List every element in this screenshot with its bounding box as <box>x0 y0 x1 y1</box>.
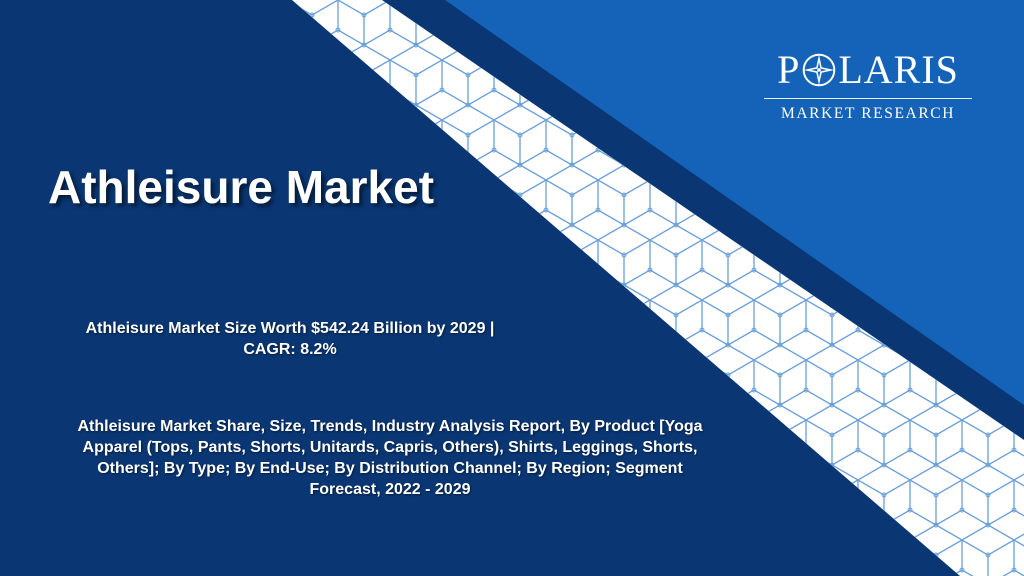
subtitle-line: Athleisure Market Size Worth $542.24 Bil… <box>85 320 495 337</box>
polaris-logo: P LARIS MARKET RESEARCH <box>760 48 976 123</box>
logo-letter: P <box>777 47 801 92</box>
report-description: Athleisure Market Share, Size, Trends, I… <box>20 416 760 500</box>
logo-tagline: MARKET RESEARCH <box>781 105 955 122</box>
description-line: Athleisure Market Share, Size, Trends, I… <box>77 418 703 435</box>
logo-letters: LARIS <box>838 47 959 92</box>
logo-wordmark: P LARIS <box>760 48 976 92</box>
market-size-subtitle: Athleisure Market Size Worth $542.24 Bil… <box>40 318 540 360</box>
logo-divider <box>764 98 972 99</box>
compass-star-icon <box>803 53 836 87</box>
subtitle-line: CAGR: 8.2% <box>243 341 337 358</box>
page-title: Athleisure Market <box>48 161 435 213</box>
description-line: Others]; By Type; By End-Use; By Distrib… <box>97 460 683 477</box>
description-line: Apparel (Tops, Pants, Shorts, Unitards, … <box>82 439 698 456</box>
description-line: Forecast, 2022 - 2029 <box>309 481 471 498</box>
